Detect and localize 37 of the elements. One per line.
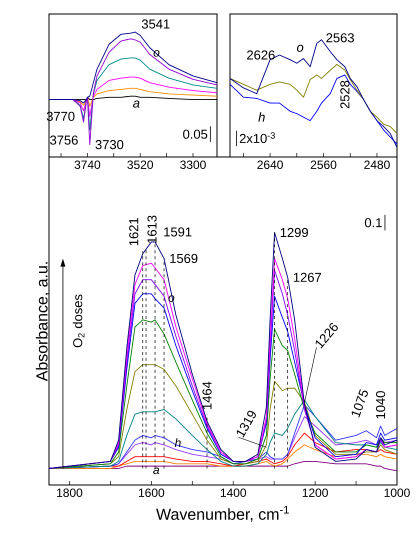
annotation: h	[174, 438, 181, 447]
annotation: O$_{2}$ doses	[72, 294, 84, 348]
annotation: 3730	[95, 140, 124, 150]
x-tick-label: 1200	[302, 488, 328, 497]
annotation: o	[296, 44, 304, 52]
x-tick-label: 1400	[220, 488, 246, 497]
annotation: a	[133, 100, 140, 108]
annotation: 3756	[50, 136, 78, 145]
x-tick-label: 3300	[180, 160, 206, 169]
annotation: 1621	[129, 218, 138, 246]
x-tick-label: 1800	[57, 488, 82, 497]
annotation: 2626	[247, 50, 275, 60]
x-tick-label: 2560	[310, 160, 336, 169]
x-tick-label: 2480	[364, 160, 390, 169]
annotation: h	[258, 112, 265, 122]
annotation: 1613	[147, 216, 157, 243]
x-tick-label: 3740	[74, 160, 100, 169]
annotation: 2x10$^{-3}$	[240, 132, 275, 144]
annotation: 1299	[280, 228, 308, 238]
annotation: 0.05	[183, 130, 208, 139]
annotation: a	[153, 468, 160, 474]
x-tick-label: 1000	[384, 488, 410, 497]
annotation: 1075	[352, 389, 368, 418]
x-tick-label: 2640	[257, 160, 283, 169]
annotation: 1040	[376, 391, 386, 418]
annotation: 3541	[142, 19, 170, 29]
x-tick-label: 1600	[138, 488, 164, 497]
x-axis-title: Wavenumber, cm$^{-1}$	[156, 506, 289, 522]
annotation: 1464	[202, 382, 212, 410]
annotation: 1569	[170, 254, 198, 264]
annotation: 2563	[326, 33, 354, 42]
annotation: 2528	[340, 80, 350, 108]
text: 0.1	[364, 218, 382, 228]
x-tick-label: 3520	[127, 160, 154, 169]
annotation: 1267	[294, 272, 322, 282]
y-axis-title: Absorbance, a.u.	[36, 262, 50, 382]
annotation: 1591	[164, 227, 192, 237]
